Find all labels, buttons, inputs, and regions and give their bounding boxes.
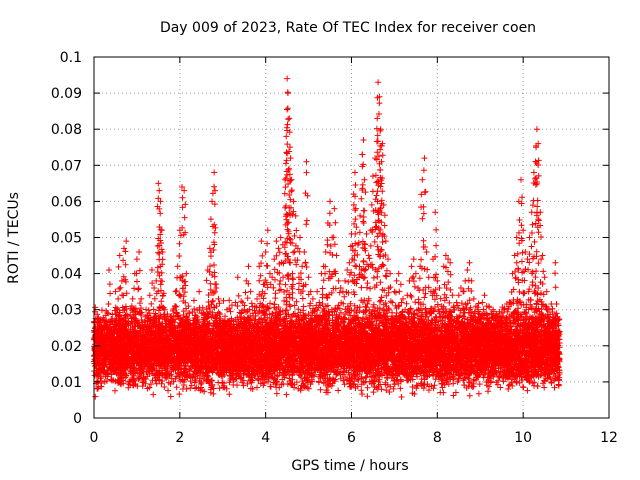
data-point (497, 384, 504, 391)
data-point (227, 308, 234, 315)
data-point (161, 384, 168, 391)
data-point (475, 390, 482, 397)
data-point (220, 297, 227, 304)
data-point (249, 303, 256, 310)
data-point (485, 388, 492, 395)
data-points (91, 75, 563, 400)
data-point (319, 308, 326, 315)
data-point (476, 381, 483, 388)
data-point (98, 307, 105, 314)
data-point (301, 382, 308, 389)
data-point (475, 300, 482, 307)
data-point (376, 298, 383, 305)
data-point (244, 380, 251, 387)
data-point (553, 310, 560, 317)
data-point (438, 380, 445, 387)
data-point (92, 393, 99, 400)
data-point (548, 300, 555, 307)
data-point (273, 390, 280, 397)
data-point (411, 390, 418, 397)
data-point (186, 367, 193, 374)
data-point (450, 392, 457, 399)
